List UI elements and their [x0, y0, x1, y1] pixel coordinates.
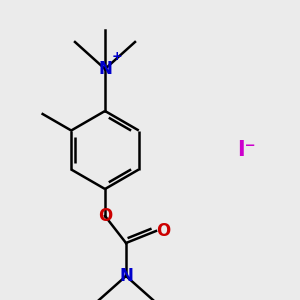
- Text: +: +: [112, 50, 122, 64]
- Text: O: O: [98, 207, 112, 225]
- Text: N: N: [119, 267, 133, 285]
- Text: I⁻: I⁻: [237, 140, 255, 160]
- Text: O: O: [156, 222, 171, 240]
- Text: N: N: [98, 60, 112, 78]
